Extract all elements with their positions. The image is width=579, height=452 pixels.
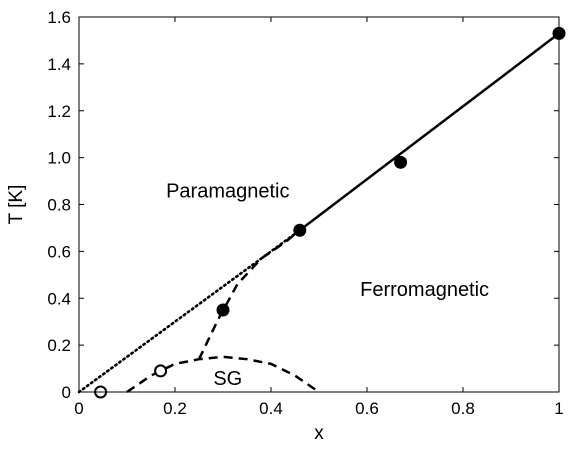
- x-tick-label: 0.8: [451, 399, 475, 418]
- y-tick-label: 1.0: [47, 149, 71, 168]
- y-tick-label: 0.8: [47, 196, 71, 215]
- x-tick-label: 0.6: [355, 399, 379, 418]
- filled-data-point: [216, 303, 230, 317]
- x-tick-label: 0.2: [163, 399, 187, 418]
- region-label-sg: SG: [213, 368, 242, 390]
- open-data-point: [154, 364, 168, 378]
- y-axis-ticks: 0 0.2 0.4 0.6 0.8 1.0 1.2 1.4 1.6: [47, 8, 559, 402]
- y-tick-label: 0.2: [47, 336, 71, 355]
- y-tick-label: 1.2: [47, 102, 71, 121]
- y-tick-label: 1.4: [47, 55, 71, 74]
- x-tick-label: 0: [74, 399, 83, 418]
- y-tick-label: 1.6: [47, 8, 71, 27]
- y-tick-label: 0.4: [47, 289, 71, 308]
- x-axis-label: x: [314, 423, 324, 444]
- filled-data-point: [293, 223, 307, 237]
- region-label-ferromagnetic: Ferromagnetic: [360, 279, 489, 301]
- y-tick-label: 0: [62, 383, 71, 402]
- x-axis-ticks: 0 0.2 0.4 0.6 0.8 1: [74, 17, 564, 418]
- x-tick-label: 0.4: [259, 399, 283, 418]
- series-dashed-line: [197, 229, 301, 360]
- plot-frame: [78, 16, 560, 393]
- y-axis-label: T [K]: [6, 185, 27, 225]
- series-dotted-line: [77, 228, 302, 394]
- y-tick-label: 0.6: [47, 242, 71, 261]
- region-label-paramagnetic: Paramagnetic: [166, 180, 289, 202]
- plot-annotations-layer: Paramagnetic Ferromagnetic SG: [166, 180, 489, 390]
- series-solid-line: [299, 32, 560, 232]
- x-tick-label: 1: [554, 399, 563, 418]
- filled-data-point: [394, 155, 408, 169]
- plot-lines-layer: [77, 32, 560, 394]
